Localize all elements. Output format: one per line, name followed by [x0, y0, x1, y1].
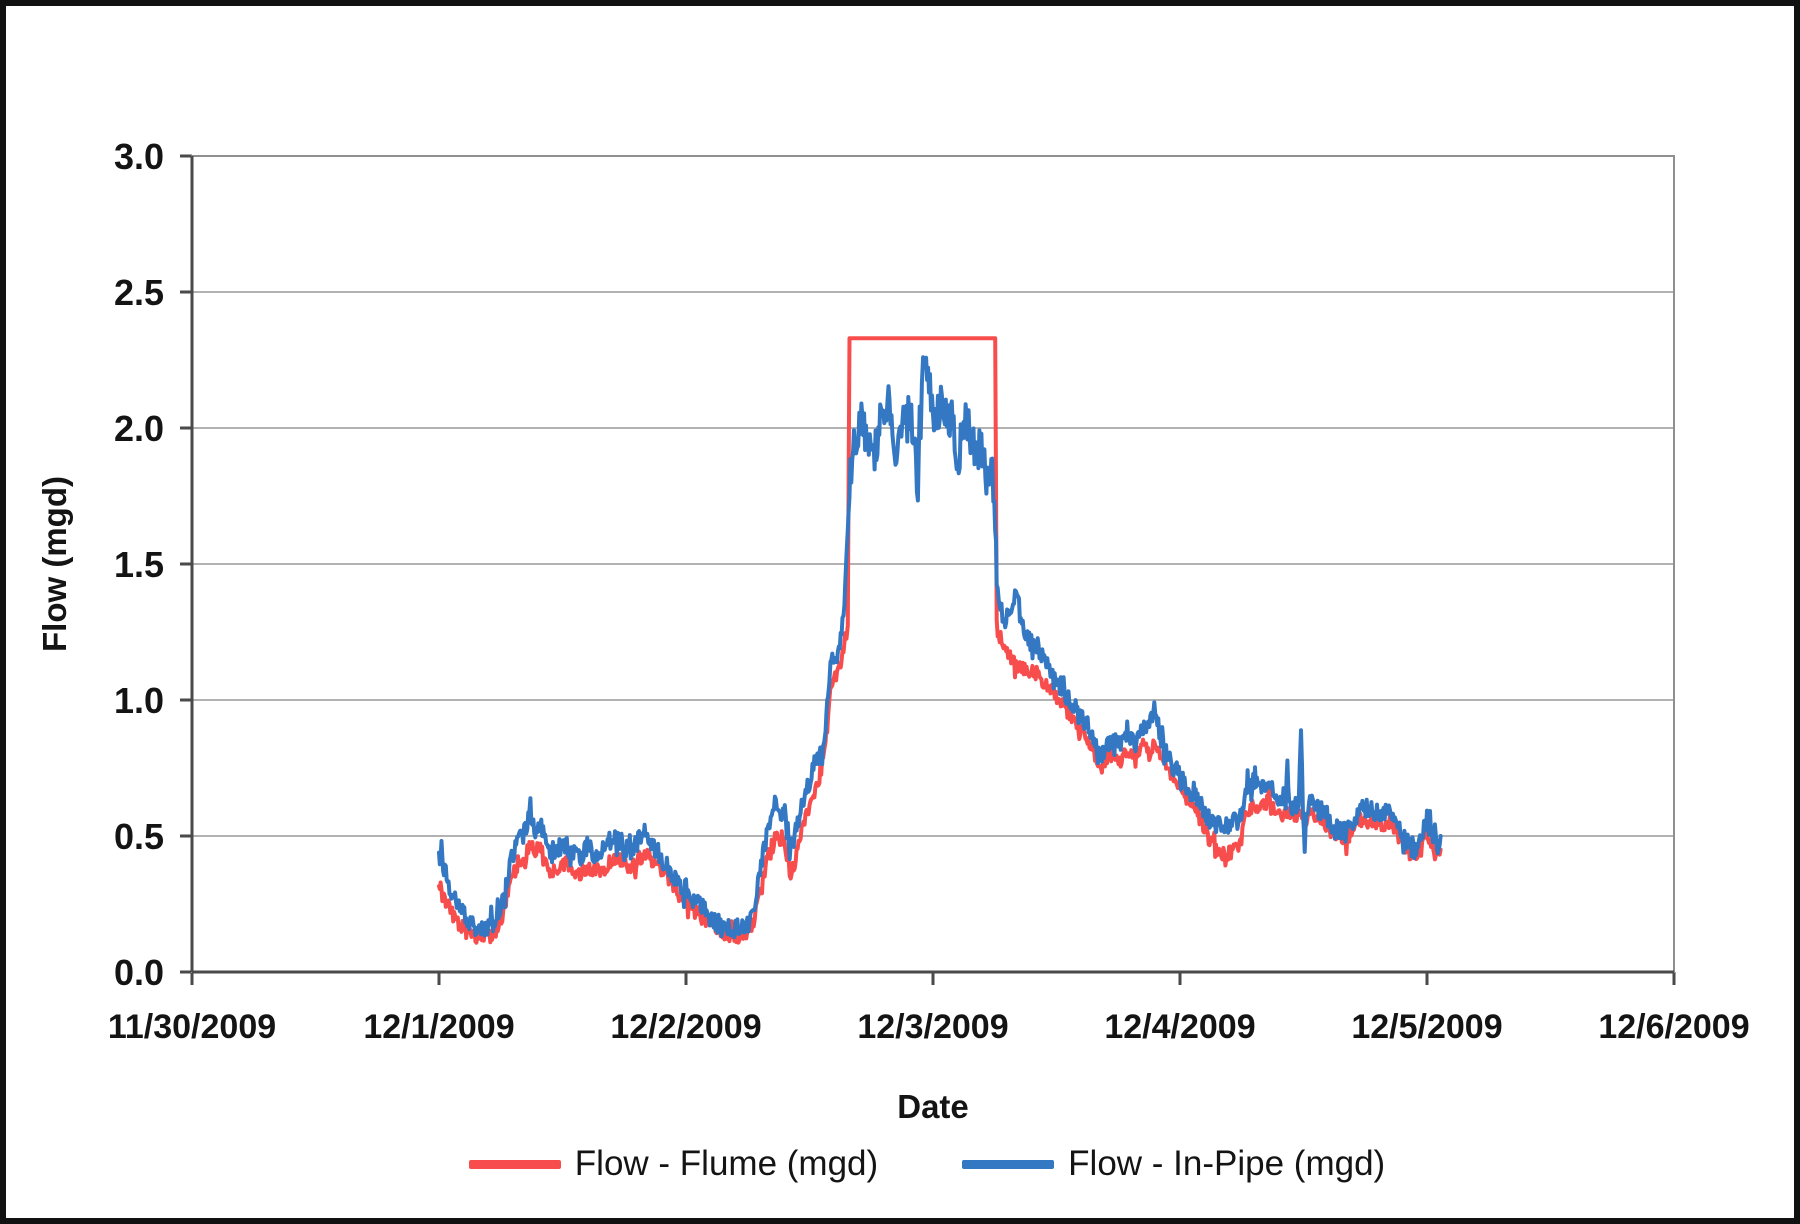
y-axis-title: Flow (mgd) [36, 476, 73, 652]
y-tick-label: 1.5 [114, 544, 164, 585]
legend: Flow - Flume (mgd) Flow - In-Pipe (mgd) [6, 1134, 1794, 1194]
label-layer: 3.0 2.5 2.0 1.5 1.0 0.5 0.0 11/30/2009 12/1/2009… [108, 136, 1750, 1046]
x-tick-label: 11/30/2009 [108, 1008, 276, 1046]
flume-legend-label: Flow - Flume (mgd) [574, 1144, 879, 1183]
x-tick-label: 12/6/2009 [1598, 1008, 1749, 1046]
inpipe-series-line [437, 355, 1443, 940]
x-tick-label: 12/5/2009 [1351, 1008, 1502, 1046]
y-tick-label: 2.5 [114, 272, 164, 313]
legend-item-inpipe: Flow - In-Pipe (mgd) [962, 1144, 1385, 1184]
grid-layer [192, 155, 1674, 837]
x-tick-label: 12/2/2009 [610, 1008, 761, 1046]
x-tick-label: 12/4/2009 [1104, 1008, 1255, 1046]
y-tick-label: 0.0 [114, 952, 164, 993]
flume-series-line [437, 336, 1443, 945]
inpipe-legend-label: Flow - In-Pipe (mgd) [1068, 1144, 1386, 1183]
x-axis-title: Date [897, 1088, 969, 1125]
inpipe-line-swatch [962, 1159, 1055, 1169]
axis-layer [180, 154, 1676, 985]
x-tick-label: 12/1/2009 [363, 1008, 514, 1046]
y-tick-label: 1.0 [114, 680, 164, 721]
flume-line-swatch [468, 1159, 561, 1169]
x-tick-label: 12/3/2009 [857, 1008, 1008, 1046]
y-tick-label: 0.5 [114, 816, 164, 857]
legend-item-flume: Flow - Flume (mgd) [468, 1144, 879, 1184]
series-layer [437, 336, 1443, 945]
y-tick-label: 3.0 [114, 136, 164, 177]
y-tick-label: 2.0 [114, 408, 164, 449]
flow-chart: 3.0 2.5 2.0 1.5 1.0 0.5 0.0 11/30/2009 12/1/2009… [36, 136, 1750, 1125]
